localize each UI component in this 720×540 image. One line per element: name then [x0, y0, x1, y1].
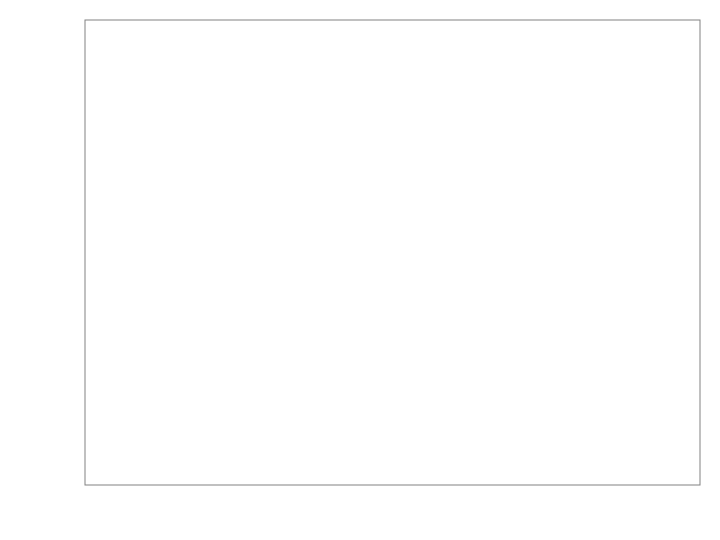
plot-area [85, 20, 700, 485]
buffer-capacity-chart [0, 0, 720, 540]
chart-svg [0, 0, 720, 540]
